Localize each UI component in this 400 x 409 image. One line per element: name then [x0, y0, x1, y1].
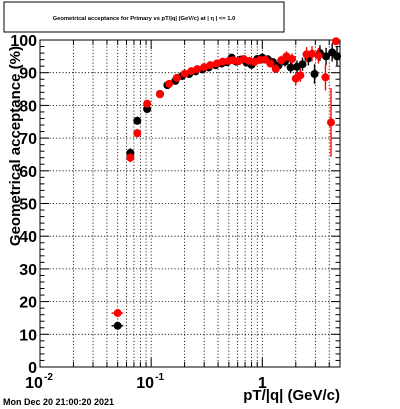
data-point-red: [266, 59, 275, 68]
data-point-red: [180, 69, 189, 78]
data-point-red: [165, 79, 174, 88]
y-tick-label: 80: [19, 98, 37, 115]
y-tick-label: 10: [19, 327, 37, 344]
data-point-red: [133, 129, 142, 138]
data-point-red: [113, 309, 122, 318]
y-tick-labels: 0 10 20 30 40 50 60 70 80 90 100: [10, 33, 37, 377]
data-point-red: [308, 49, 317, 58]
data-point-red: [143, 99, 152, 108]
y-tick-label: 0: [28, 360, 37, 377]
x-axis-title: pT/|q| (GeV/c): [243, 387, 340, 404]
title-box: [3, 1, 285, 33]
data-point-red: [296, 71, 305, 80]
data-point-red: [327, 118, 336, 127]
data-point-red: [193, 65, 202, 74]
data-point-red: [331, 37, 340, 46]
y-tick-label: 70: [19, 131, 37, 148]
x-tick-exponent: -1: [155, 372, 164, 383]
y-axis-title: Geometrical acceptance (%): [7, 46, 24, 246]
data-point-red: [288, 54, 297, 63]
data-points: [111, 37, 342, 330]
y-tick-label: 60: [19, 164, 37, 181]
data-point-red: [321, 73, 330, 82]
y-tick-label: 20: [19, 295, 37, 312]
grid-lines: [40, 40, 340, 367]
chart-title: Geometrical acceptance for Primary vs pT…: [53, 16, 236, 22]
x-tick-exponent: -2: [44, 372, 53, 383]
data-point-red: [200, 63, 209, 72]
data-point-black: [286, 63, 295, 72]
data-point-black: [113, 321, 122, 330]
data-point-red: [206, 61, 215, 70]
data-point-red: [271, 64, 280, 73]
x-tick-label: 1: [258, 375, 267, 392]
data-point-red: [314, 51, 323, 60]
y-tick-label: 30: [19, 262, 37, 279]
data-point-black: [298, 60, 307, 69]
x-tick-label: 10: [25, 375, 43, 392]
y-tick-label: 40: [19, 229, 37, 246]
data-point-black: [322, 52, 331, 61]
data-point-red: [172, 73, 181, 82]
x-tick-label: 10: [136, 375, 154, 392]
data-point-black: [333, 52, 342, 61]
data-point-red: [126, 153, 135, 162]
data-point-black: [310, 70, 319, 79]
timestamp: Mon Dec 20 21:00:20 2021: [3, 397, 114, 407]
data-point-red: [155, 90, 164, 99]
data-point-red: [218, 57, 227, 66]
y-tick-label: 50: [19, 197, 37, 214]
x-tick-labels: 10 -2 10 -1 1: [25, 372, 267, 392]
y-tick-label: 90: [19, 66, 37, 83]
y-tick-label: 100: [10, 33, 37, 50]
data-point-black: [133, 116, 142, 125]
